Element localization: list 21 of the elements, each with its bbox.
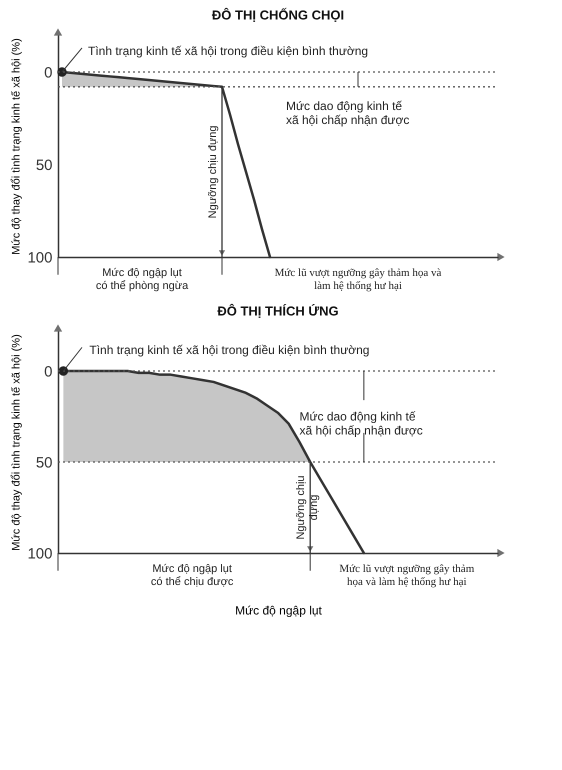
y-axis-title: Mức độ thay đổi tình trạng kinh tế xã hội (%): [10, 38, 22, 255]
text: Mức lũ vượt ngưỡng gây thảm họa và làm hệ thống hư hại: [339, 563, 475, 588]
y-tick-label: 100: [27, 546, 52, 562]
chart-title: ĐÔ THỊ CHỐNG CHỌI: [212, 7, 344, 22]
y-tick-label: 50: [36, 454, 52, 472]
y-tick-label: 100: [27, 250, 52, 266]
y-tick-label: 50: [36, 157, 52, 174]
annotation: Ngưỡng chịu đựng: [207, 125, 219, 218]
y-tick-label: 0: [44, 364, 52, 381]
text: Mức độ ngập lụt có thể phòng ngừa: [96, 267, 190, 292]
text: Mức lũ vượt ngưỡng gây thảm họa và làm hệ thống hư hại: [274, 267, 442, 292]
chart-title: ĐÔ THỊ THÍCH ỨNG: [217, 303, 339, 318]
x-axis-title: Mức độ ngập lụt: [235, 604, 323, 618]
annotation: Ngưỡng chịu đựng: [295, 475, 320, 540]
annotation: Tình trạng kinh tế xã hội trong điều kiện bình thường: [89, 343, 370, 358]
y-axis-title: Mức độ thay đổi tình trạng kinh tế xã hội (%): [10, 334, 22, 551]
text: Mức độ ngập lụt có thể chịu được: [150, 563, 234, 588]
annotation: Mức dao động kinh tế xã hội chấp nhận được: [299, 410, 423, 438]
annotation: Mức dao động kinh tế xã hội chấp nhận được: [286, 98, 410, 127]
y-tick-label: 0: [44, 64, 52, 82]
annotation: Tình trạng kinh tế xã hội trong điều kiện bình thường: [88, 44, 368, 58]
